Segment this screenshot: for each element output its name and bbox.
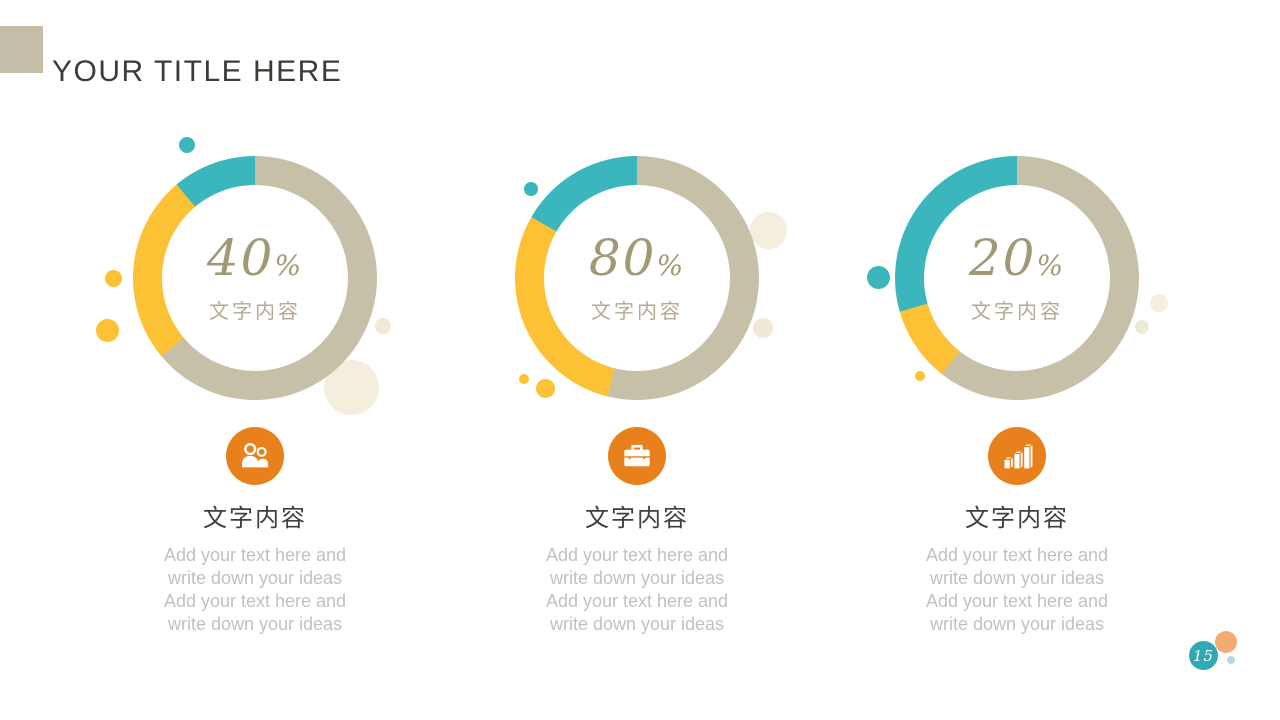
decor-dot-cream [1150, 294, 1168, 312]
body-line: write down your ideas [549, 568, 725, 588]
decor-dot-teal [179, 137, 195, 153]
decor-dot-cream [750, 212, 787, 249]
donut-percent-label: 20% [968, 228, 1066, 287]
people-icon [226, 427, 284, 485]
body-line: write down your ideas [549, 614, 725, 634]
donut-center: 20% 文字内容 [924, 185, 1110, 371]
decor-dot-teal [867, 266, 890, 289]
decor-dot-yellow [536, 379, 555, 398]
body-line: Add your text here and [545, 591, 729, 611]
decor-dot-cream [375, 318, 391, 334]
donut-caption: 文字内容 [591, 300, 683, 323]
page-number-badge: 15 [1189, 641, 1218, 670]
donut-caption: 文字内容 [971, 300, 1063, 323]
decor-dot-teal [524, 182, 538, 196]
stat-column: 20% 文字内容 文字内容 Add your t [857, 156, 1177, 636]
column-body: Add your text here and write down your i… [546, 544, 728, 636]
column-body: Add your text here and write down your i… [926, 544, 1108, 636]
title-accent-square [0, 26, 43, 73]
body-line: write down your ideas [167, 614, 343, 634]
decor-dot-pale [1227, 656, 1235, 664]
column-heading: 文字内容 [203, 505, 307, 532]
donut-chart-80: 80% 文字内容 [515, 156, 759, 400]
donut-chart-20: 20% 文字内容 [895, 156, 1139, 400]
donut-chart-40: 40% 文字内容 [133, 156, 377, 400]
donut-percent-label: 40% [206, 228, 304, 287]
decor-dot-yellow [105, 270, 122, 287]
decor-dot-orange [1215, 631, 1237, 653]
decor-dot-yellow [96, 319, 119, 342]
stat-column: 80% 文字内容 文字内容 Add your text here and wri… [477, 156, 797, 636]
decor-dot-yellow [519, 374, 529, 384]
body-line: write down your ideas [929, 614, 1105, 634]
column-heading: 文字内容 [965, 505, 1069, 532]
briefcase-icon [608, 427, 666, 485]
column-body: Add your text here and write down your i… [164, 544, 346, 636]
page-number: 15 [1192, 646, 1215, 665]
bar-chart-icon [988, 427, 1046, 485]
decor-dot-cream [753, 318, 773, 338]
body-line: write down your ideas [167, 568, 343, 588]
column-heading: 文字内容 [585, 505, 689, 532]
donut-percent-label: 80% [588, 228, 686, 287]
body-line: Add your text here and [925, 545, 1109, 565]
body-line: write down your ideas [929, 568, 1105, 588]
body-line: Add your text here and [163, 545, 347, 565]
donut-center: 80% 文字内容 [544, 185, 730, 371]
page-title: YOUR TITLE HERE [52, 55, 343, 89]
body-line: Add your text here and [545, 545, 729, 565]
decor-dot-cream [1135, 320, 1149, 334]
donut-center: 40% 文字内容 [162, 185, 348, 371]
donut-caption: 文字内容 [209, 300, 301, 323]
body-line: Add your text here and [925, 591, 1109, 611]
decor-dot-yellow [915, 371, 925, 381]
stat-column: 40% 文字内容 文字内容 Add your text here and wri… [95, 156, 415, 636]
body-line: Add your text here and [163, 591, 347, 611]
